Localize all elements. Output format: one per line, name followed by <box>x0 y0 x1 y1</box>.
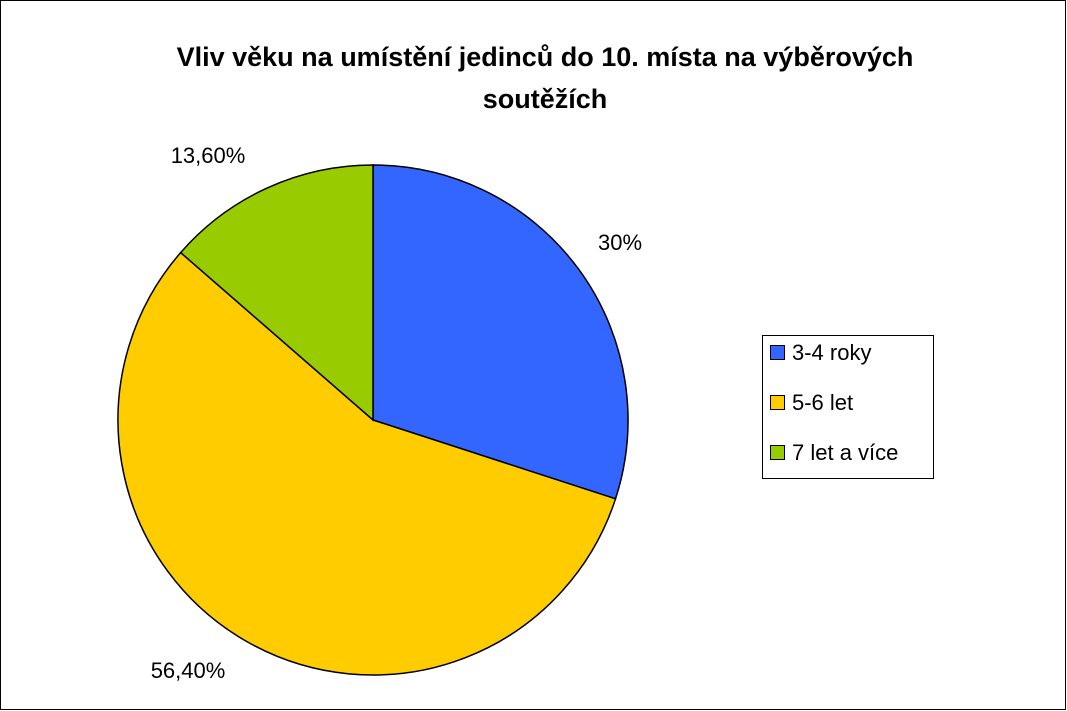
legend-label: 7 let a více <box>792 440 898 465</box>
legend-swatch <box>770 445 785 460</box>
chart-title: Vliv věku na umístění jedinců do 10. mís… <box>176 42 914 114</box>
legend-label: 5-6 let <box>792 390 853 415</box>
legend-box <box>762 335 934 479</box>
pie-slice <box>372 164 629 500</box>
legend-swatch <box>770 395 785 410</box>
legend-swatch <box>770 345 785 360</box>
legend-label: 3-4 roky <box>792 340 871 365</box>
data-label: 13,60% <box>171 143 246 168</box>
data-label: 30% <box>598 230 642 255</box>
pie-slice <box>179 164 374 422</box>
data-label: 56,40% <box>151 658 226 683</box>
pie-slice <box>117 251 617 676</box>
